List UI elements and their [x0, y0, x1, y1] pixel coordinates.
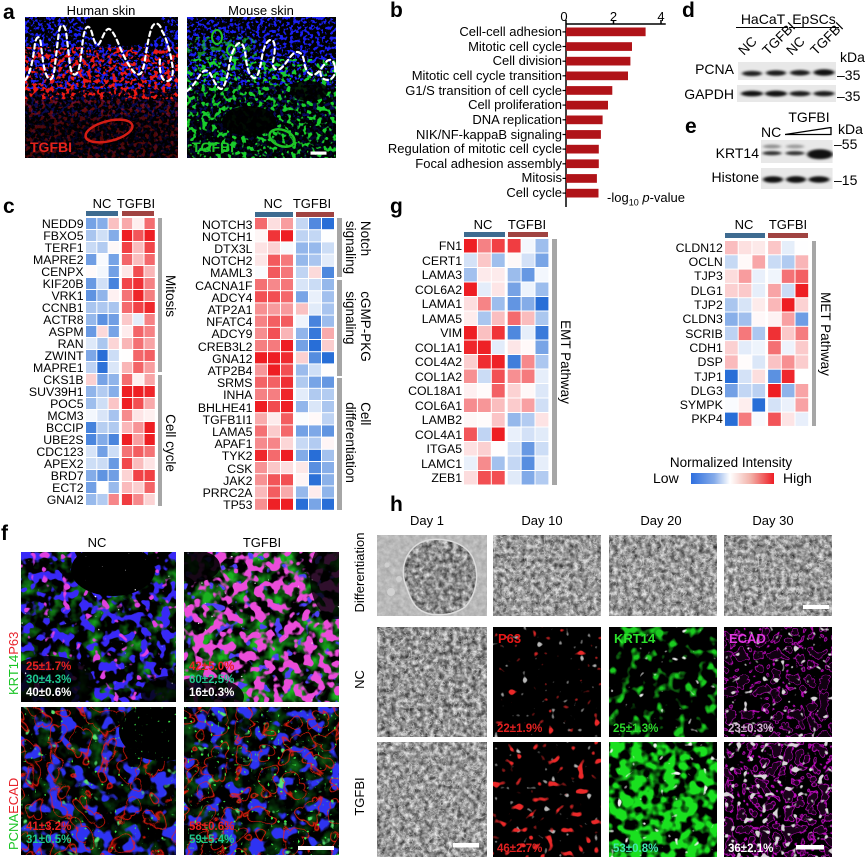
- svg-text:TGFBI: TGFBI: [192, 139, 234, 155]
- svg-text:22±1.9%: 22±1.9%: [497, 723, 542, 735]
- svg-text:TGFBI: TGFBI: [30, 139, 72, 155]
- svg-text:KRT14: KRT14: [614, 631, 656, 646]
- svg-text:23±0.3%: 23±0.3%: [728, 723, 773, 735]
- svg-text:25±1.3%: 25±1.3%: [613, 723, 658, 735]
- svg-text:53±0.8%: 53±0.8%: [613, 843, 658, 855]
- svg-text:46±2.7%: 46±2.7%: [497, 843, 542, 855]
- svg-text:P63: P63: [498, 631, 521, 646]
- svg-text:36±2.1%: 36±2.1%: [728, 843, 773, 855]
- svg-text:ECAD: ECAD: [729, 631, 766, 646]
